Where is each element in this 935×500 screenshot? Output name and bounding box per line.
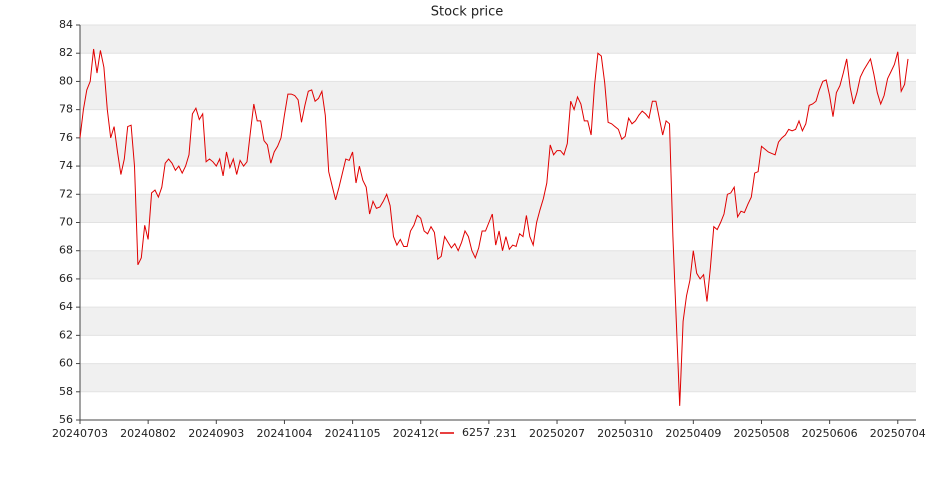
x-tick-label: 20240703 [52, 427, 108, 440]
chart-title: Stock price [431, 5, 503, 20]
grid-band [80, 137, 916, 167]
grid-band [80, 81, 916, 110]
y-tick-label: 58 [59, 385, 73, 398]
y-tick-label: 78 [59, 103, 73, 116]
y-tick-label: 64 [59, 300, 73, 313]
y-tick-label: 74 [59, 159, 73, 172]
y-tick-label: 70 [59, 216, 73, 229]
x-tick-label: 20241203 [393, 427, 449, 440]
legend-box [438, 425, 494, 441]
x-tick-label: 20250310 [597, 427, 653, 440]
y-tick-label: 72 [59, 187, 73, 200]
x-tick-label: 20241004 [256, 427, 312, 440]
y-tick-label: 76 [59, 131, 73, 144]
series-line [79, 48, 909, 406]
y-tick-label: 62 [59, 328, 73, 341]
x-tick-label: 20250606 [802, 427, 858, 440]
grid-band [80, 250, 916, 279]
grid-band [80, 363, 916, 392]
y-tick-label: 84 [59, 18, 73, 31]
y-tick-label: 60 [59, 357, 73, 370]
y-tick-label: 82 [59, 46, 73, 59]
grid-band [80, 25, 916, 54]
y-tick-label: 66 [59, 272, 73, 285]
x-tick-label: 20250704 [870, 427, 926, 440]
x-tick-label: 20250508 [733, 427, 789, 440]
grid-band [80, 307, 916, 336]
y-tick-label: 80 [59, 74, 73, 87]
x-tick-label: 20250409 [665, 427, 721, 440]
x-tick-label: 20250207 [529, 427, 585, 440]
x-tick-label: 20240903 [188, 427, 244, 440]
x-tick-label: 20240802 [120, 427, 176, 440]
y-tick-label: 56 [59, 413, 73, 426]
x-tick-label: 20241105 [325, 427, 381, 440]
legend-label: 6257 [462, 426, 490, 439]
grid-band [80, 194, 916, 223]
y-tick-label: 68 [59, 244, 73, 257]
